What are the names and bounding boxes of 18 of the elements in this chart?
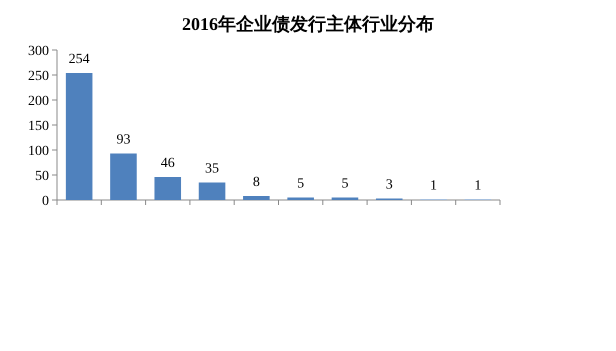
ytick: 300 xyxy=(28,44,49,59)
label: 35 xyxy=(205,162,220,176)
label: 3 xyxy=(386,178,393,192)
ytick: 250 xyxy=(28,69,49,84)
label: 8 xyxy=(252,175,260,190)
label: 46 xyxy=(160,156,175,171)
ytick: 150 xyxy=(28,119,49,134)
title: 2016年企业债发行主体行业分布 xyxy=(182,14,434,34)
label: 1 xyxy=(430,178,438,194)
ytick: 200 xyxy=(28,94,49,109)
label: 254 xyxy=(68,52,90,67)
label: 5 xyxy=(341,176,348,192)
label: 1 xyxy=(474,178,482,194)
ytick: 0 xyxy=(42,194,49,209)
ytick: 100 xyxy=(28,144,49,159)
label: 5 xyxy=(297,176,304,192)
label: 93 xyxy=(116,132,130,148)
ytick: 50 xyxy=(35,169,49,184)
